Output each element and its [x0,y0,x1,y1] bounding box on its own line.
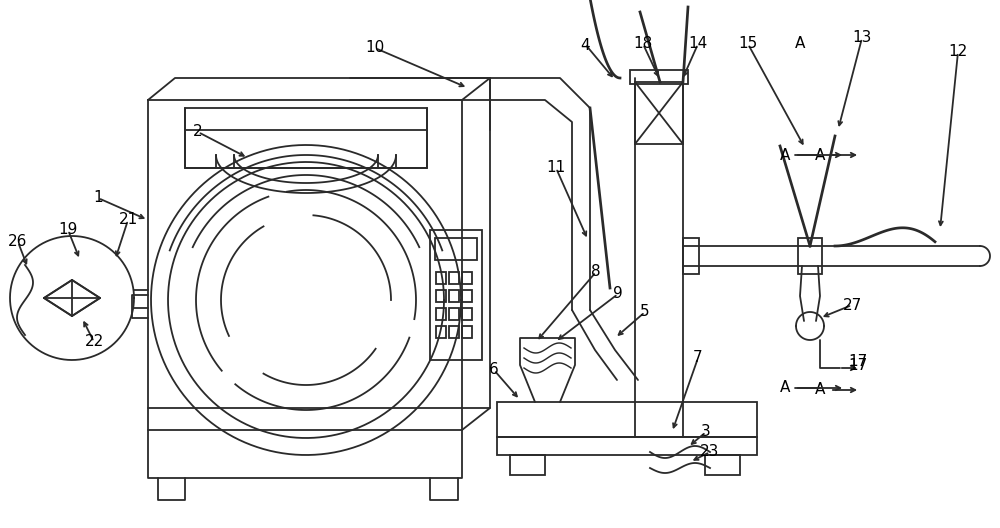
Text: A: A [795,36,805,52]
Bar [449,272,459,284]
Text: 3: 3 [701,425,711,439]
Text: 13: 13 [852,31,872,45]
Bar [683,238,699,274]
Text: 19: 19 [58,222,78,238]
Bar [185,108,427,168]
Text: A: A [780,381,790,395]
Text: 17: 17 [848,357,868,372]
Text: 14: 14 [688,36,708,52]
Text: 4: 4 [580,37,590,52]
Bar [449,308,459,320]
Text: 9: 9 [613,287,623,301]
Text: 17: 17 [848,354,868,370]
Bar [462,272,472,284]
Text: 6: 6 [489,363,499,378]
Bar [462,290,472,302]
Text: 5: 5 [640,305,650,319]
Text: 21: 21 [118,212,138,228]
Text: 23: 23 [700,445,720,459]
Bar [436,326,446,338]
Bar [430,230,482,360]
Text: 18: 18 [633,36,653,52]
Text: 7: 7 [693,351,703,365]
Bar [705,455,740,475]
Text: 22: 22 [84,335,104,350]
Text: 26: 26 [8,234,28,250]
Bar [462,326,472,338]
Text: 12: 12 [948,44,968,60]
Text: 1: 1 [93,191,103,205]
Text: A: A [815,147,825,163]
Text: 11: 11 [546,161,566,175]
Bar [436,308,446,320]
Bar [435,238,477,260]
Text: 10: 10 [365,41,385,55]
Bar [449,290,459,302]
Bar [497,402,757,437]
Bar [497,437,757,455]
Bar [449,326,459,338]
Text: 8: 8 [591,265,601,279]
Bar [635,82,683,144]
Text: 2: 2 [193,125,203,139]
Text: 15: 15 [738,36,758,52]
Text: 27: 27 [842,297,862,313]
Bar [630,70,688,84]
Bar [436,272,446,284]
Bar [436,290,446,302]
Bar [462,308,472,320]
Text: A: A [815,382,825,398]
Text: A: A [780,147,790,163]
Bar [510,455,545,475]
Bar [798,238,822,274]
